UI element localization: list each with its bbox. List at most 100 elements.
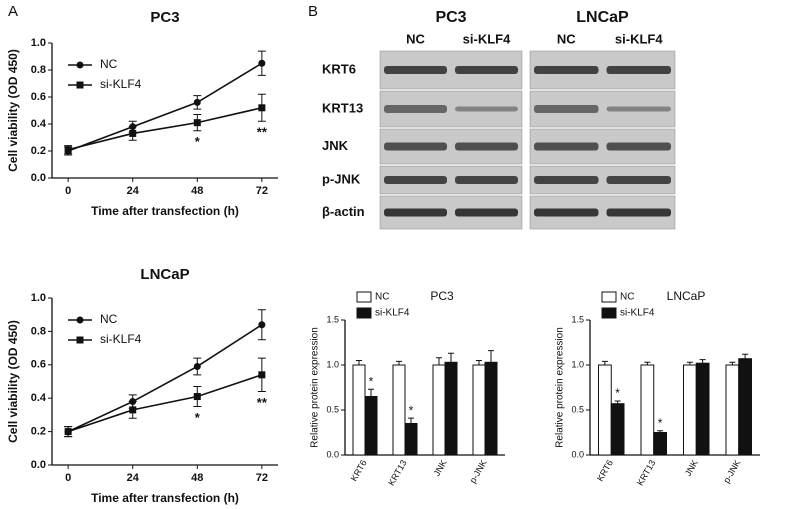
y-tick-label: 0.6 (31, 359, 46, 371)
error-bar (601, 360, 608, 365)
y-tick-label: 0.5 (326, 404, 339, 414)
protein-label: KRT6 (322, 61, 356, 76)
lane-label: NC (557, 31, 576, 46)
error-bar (488, 350, 494, 363)
blot-band (606, 208, 671, 217)
protein-label: KRT13 (322, 100, 363, 115)
x-tick-label: KRT6 (349, 458, 369, 483)
point (129, 129, 137, 137)
x-tick-label: KRT13 (635, 458, 658, 487)
legend-marker (76, 81, 84, 89)
blot-band (384, 142, 447, 151)
y-tick-label: 1.5 (571, 314, 584, 324)
error-bar (396, 360, 402, 365)
annotation: ** (257, 395, 268, 410)
blot-band (455, 142, 518, 151)
x-tick-label: KRT6 (595, 458, 615, 483)
bar (610, 403, 625, 456)
series-line (67, 324, 263, 433)
y-tick-label: 0.8 (31, 64, 46, 76)
blot-band (455, 106, 518, 112)
blot-band (455, 208, 518, 217)
annotation: * (409, 403, 414, 417)
legend-label: NC (100, 57, 118, 71)
y-tick-label: 0.8 (31, 325, 46, 337)
annotation: * (195, 134, 201, 149)
lane-label: NC (406, 31, 425, 46)
legend-label: si-KLF4 (100, 332, 142, 346)
point (64, 428, 72, 436)
x-tick-label: 72 (256, 472, 268, 484)
y-tick-label: 0.5 (571, 404, 584, 414)
protein-label: p-JNK (322, 171, 361, 186)
series-line (67, 374, 263, 433)
error-bar (356, 360, 362, 365)
point (258, 59, 266, 67)
point (193, 98, 201, 106)
point (258, 104, 266, 112)
blot-band (606, 142, 671, 151)
blot-band (534, 176, 599, 184)
panel-label: A (8, 3, 18, 20)
legend-label: NC (620, 292, 634, 303)
x-tick-label: 72 (256, 185, 268, 197)
y-tick-label: 1.0 (326, 359, 339, 369)
y-tick-label: 0.0 (31, 172, 46, 184)
blot-band (534, 66, 599, 74)
point (129, 406, 137, 414)
error-bar (699, 359, 706, 364)
point (258, 321, 266, 329)
error-bar (742, 353, 749, 359)
x-tick-label: p-JNK (468, 458, 489, 485)
chart-title: LNCaP (140, 266, 189, 283)
legend-marker (76, 61, 84, 69)
bar (725, 364, 740, 456)
series-line (67, 62, 263, 152)
legend-swatch (356, 307, 372, 319)
x-tick-label: JNK (432, 458, 449, 478)
y-axis-title: Relative protein expression (555, 327, 566, 448)
x-axis-title: Time after transfection (h) (91, 491, 239, 505)
blot-band (534, 142, 599, 151)
blot-band (534, 208, 599, 217)
bar (484, 361, 498, 456)
bar (683, 364, 697, 456)
lane-label: si-KLF4 (463, 31, 511, 46)
blot-band (384, 105, 447, 113)
y-tick-label: 0.4 (31, 392, 47, 404)
bar (598, 364, 612, 456)
y-tick-label: 0.0 (31, 459, 46, 471)
blot-band (606, 176, 671, 184)
x-tick-label: p-JNK (721, 458, 742, 485)
bar (432, 364, 446, 456)
error-bar (436, 357, 442, 365)
y-tick-label: 0.2 (31, 145, 46, 157)
y-tick-label: 0.0 (326, 449, 339, 459)
error-bar (448, 352, 454, 363)
chart-title: PC3 (430, 289, 454, 303)
x-tick-label: 48 (191, 185, 203, 197)
protein-label: JNK (322, 138, 349, 153)
x-tick-label: 0 (65, 472, 71, 484)
bar (653, 432, 667, 456)
x-tick-label: 48 (191, 472, 203, 484)
legend-swatch (601, 291, 617, 303)
blot-band (455, 66, 518, 74)
point (193, 119, 201, 127)
point (193, 362, 201, 370)
bar (404, 423, 418, 456)
legend-marker (76, 336, 84, 344)
protein-label: β-actin (322, 204, 365, 219)
legend-label: si-KLF4 (100, 77, 142, 91)
bar (392, 364, 406, 456)
error-bar (408, 417, 414, 424)
annotation: * (658, 416, 663, 430)
y-axis-title: Cell viability (OD 450) (6, 320, 20, 443)
y-tick-label: 0.6 (31, 91, 46, 103)
x-tick-label: 24 (127, 185, 140, 197)
y-axis-title: Relative protein expression (310, 327, 321, 448)
legend-swatch (601, 307, 617, 319)
x-axis-title: Time after transfection (h) (91, 204, 239, 218)
lane-label: si-KLF4 (615, 31, 663, 46)
annotation: * (615, 386, 620, 400)
